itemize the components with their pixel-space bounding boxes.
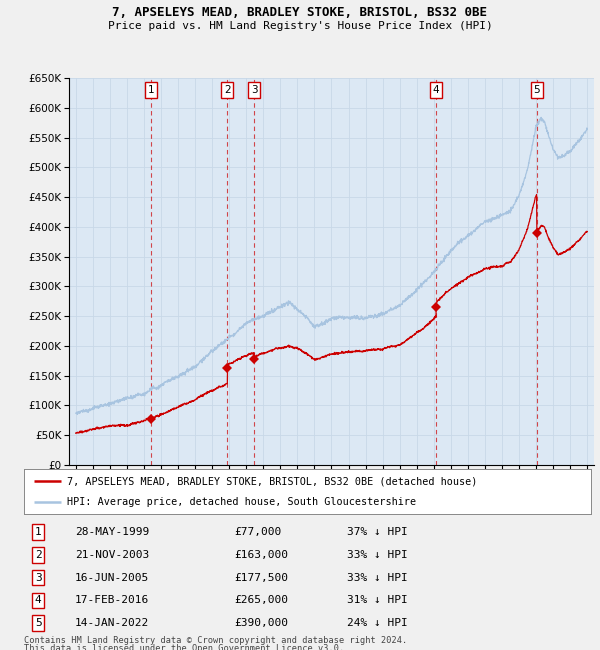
Text: 5: 5: [533, 85, 540, 95]
Text: £163,000: £163,000: [234, 550, 288, 560]
Text: 28-MAY-1999: 28-MAY-1999: [75, 527, 149, 537]
Text: 3: 3: [35, 573, 41, 582]
Text: £265,000: £265,000: [234, 595, 288, 605]
Text: 4: 4: [433, 85, 439, 95]
Text: £177,500: £177,500: [234, 573, 288, 582]
Text: 1: 1: [35, 527, 41, 537]
Text: £390,000: £390,000: [234, 618, 288, 628]
Text: 33% ↓ HPI: 33% ↓ HPI: [347, 573, 408, 582]
Text: 1: 1: [148, 85, 154, 95]
Text: 2: 2: [35, 550, 41, 560]
Text: This data is licensed under the Open Government Licence v3.0.: This data is licensed under the Open Gov…: [24, 644, 344, 650]
Text: 5: 5: [35, 618, 41, 628]
Text: 7, APSELEYS MEAD, BRADLEY STOKE, BRISTOL, BS32 0BE: 7, APSELEYS MEAD, BRADLEY STOKE, BRISTOL…: [113, 6, 487, 20]
Text: 14-JAN-2022: 14-JAN-2022: [75, 618, 149, 628]
Text: 21-NOV-2003: 21-NOV-2003: [75, 550, 149, 560]
Text: 33% ↓ HPI: 33% ↓ HPI: [347, 550, 408, 560]
Text: 17-FEB-2016: 17-FEB-2016: [75, 595, 149, 605]
Text: 31% ↓ HPI: 31% ↓ HPI: [347, 595, 408, 605]
Text: 24% ↓ HPI: 24% ↓ HPI: [347, 618, 408, 628]
Text: 3: 3: [251, 85, 257, 95]
Text: 7, APSELEYS MEAD, BRADLEY STOKE, BRISTOL, BS32 0BE (detached house): 7, APSELEYS MEAD, BRADLEY STOKE, BRISTOL…: [67, 476, 477, 486]
Text: 2: 2: [224, 85, 230, 95]
Text: 4: 4: [35, 595, 41, 605]
Text: 37% ↓ HPI: 37% ↓ HPI: [347, 527, 408, 537]
Text: HPI: Average price, detached house, South Gloucestershire: HPI: Average price, detached house, Sout…: [67, 497, 416, 506]
Text: Contains HM Land Registry data © Crown copyright and database right 2024.: Contains HM Land Registry data © Crown c…: [24, 636, 407, 645]
Text: 16-JUN-2005: 16-JUN-2005: [75, 573, 149, 582]
Text: Price paid vs. HM Land Registry's House Price Index (HPI): Price paid vs. HM Land Registry's House …: [107, 21, 493, 31]
Text: £77,000: £77,000: [234, 527, 281, 537]
